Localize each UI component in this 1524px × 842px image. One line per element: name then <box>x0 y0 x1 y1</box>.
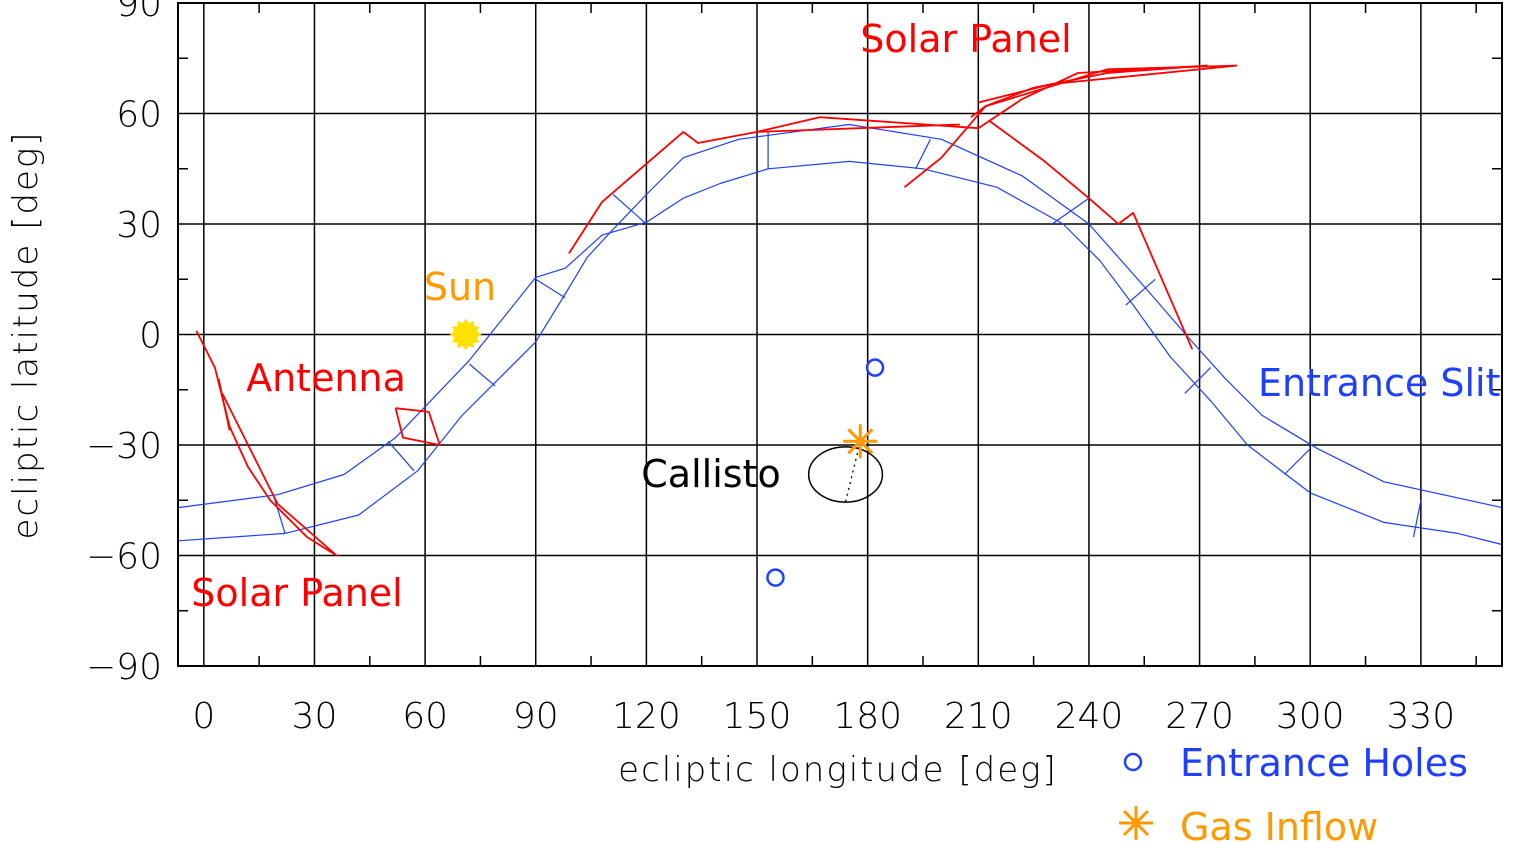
solar-panel-right-outline <box>756 123 960 133</box>
y-tick-label: −60 <box>86 537 162 578</box>
x-tick-label: 0 <box>192 696 215 737</box>
entrance-slit-lower-edge <box>177 123 1503 542</box>
plot-frame <box>177 2 1503 667</box>
legend-entrance-holes-marker <box>1123 752 1143 772</box>
x-tick-label: 90 <box>513 696 559 737</box>
y-tick-label: 90 <box>116 0 162 25</box>
y-tick-label: 0 <box>139 316 162 357</box>
series <box>177 64 1503 587</box>
label-solar-panel-bottom: Solar Panel <box>191 571 402 615</box>
entrance-slit-rung <box>915 139 931 170</box>
y-tick-label: 30 <box>116 205 162 246</box>
x-tick-label: 210 <box>944 696 1013 737</box>
y-tick-label: 60 <box>116 95 162 136</box>
x-tick-label: 30 <box>292 696 338 737</box>
legend-gas-inflow-marker <box>1119 806 1153 840</box>
y-axis-label: ecliptic latitude [deg] <box>6 130 46 539</box>
entrance-slit-rung <box>1051 197 1090 225</box>
entrance-slit-rung <box>1184 367 1212 394</box>
legend-gas-inflow-label: Gas Inflow <box>1180 805 1378 842</box>
x-tick-label: 180 <box>833 696 902 737</box>
entrance-hole-marker <box>766 568 785 587</box>
entrance-slit-rung <box>273 496 286 534</box>
entrance-hole-marker <box>865 358 885 377</box>
entrance-slit-upper-edge <box>177 160 1503 546</box>
x-tick-label: 270 <box>1165 696 1234 737</box>
legend-entrance-holes-label: Entrance Holes <box>1180 741 1468 785</box>
legend: Entrance Holes Gas Inflow <box>1119 741 1468 842</box>
tick-labels: 0 30 60 90 120 150 180 210 240 270 300 330−90−60−30… <box>86 0 1455 737</box>
gas-inflow-marker-stroke <box>847 428 874 455</box>
y-tick-label: −90 <box>86 647 162 688</box>
label-sun: Sun <box>424 265 496 309</box>
solar-panel-right-outline <box>988 120 1194 350</box>
callisto-inflow-dotted-line <box>844 441 861 503</box>
x-axis-label: ecliptic longitude [deg] <box>618 750 1058 790</box>
entrance-slit-rung <box>387 440 415 472</box>
x-tick-label: 60 <box>402 696 448 737</box>
x-tick-label: 150 <box>723 696 792 737</box>
x-tick-label: 120 <box>612 696 681 737</box>
solar-panel-left-outline <box>217 378 231 431</box>
x-tick-label: 240 <box>1055 696 1124 737</box>
ticks <box>178 3 1502 666</box>
label-entrance-slit: Entrance Slit <box>1258 361 1500 405</box>
y-tick-label: −30 <box>86 426 162 467</box>
x-tick-label: 300 <box>1276 696 1345 737</box>
entrance-slit-rung <box>469 363 496 387</box>
antenna-outline <box>394 407 441 446</box>
grid <box>178 2 1502 667</box>
entrance-slit-rung <box>612 194 647 225</box>
solar-panel-right-outline <box>970 64 1238 118</box>
label-antenna: Antenna <box>246 356 406 400</box>
gas-inflow-marker <box>843 424 878 459</box>
x-tick-label: 330 <box>1387 696 1456 737</box>
solar-panel-right-outline <box>568 64 1208 254</box>
callisto-ellipse <box>807 446 884 503</box>
sun-marker <box>449 318 482 351</box>
entrance-slit-rung <box>1283 448 1311 475</box>
entrance-slit-rung <box>535 278 566 299</box>
label-callisto: Callisto <box>641 452 780 496</box>
entrance-slit-rung <box>1412 500 1422 538</box>
label-solar-panel-top: Solar Panel <box>860 17 1071 61</box>
entrance-slit-rung <box>1125 278 1156 306</box>
